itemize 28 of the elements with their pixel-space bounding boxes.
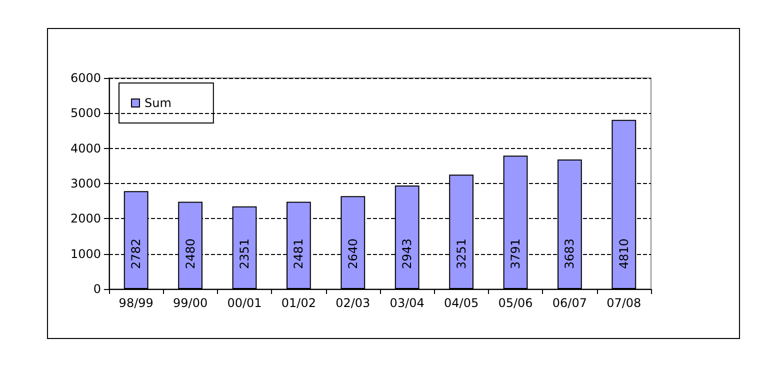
x-tick-label: 02/03 xyxy=(336,296,370,310)
data-label: 3791 xyxy=(508,238,522,269)
x-tick-label: 01/02 xyxy=(281,296,316,310)
x-tick-label: 07/08 xyxy=(606,296,642,310)
y-tick-label: 0 xyxy=(93,282,101,296)
y-tick-label: 6000 xyxy=(70,71,101,85)
data-label: 3683 xyxy=(562,238,577,269)
y-tick-label: 1000 xyxy=(70,246,101,261)
legend-label: Sum xyxy=(144,96,172,110)
x-tick-label: 03/04 xyxy=(390,296,424,310)
y-tick-label: 4000 xyxy=(70,141,101,156)
y-tick-label: 5000 xyxy=(70,106,101,120)
data-label: 2351 xyxy=(238,238,252,269)
y-tick-label: 3000 xyxy=(70,176,101,190)
data-label: 2480 xyxy=(183,238,198,269)
data-label: 2481 xyxy=(292,238,306,269)
data-label: 2782 xyxy=(129,238,144,269)
y-tick-label: 2000 xyxy=(70,212,101,226)
x-tick-label: 00/01 xyxy=(227,296,262,310)
data-label: 2640 xyxy=(346,238,360,269)
x-tick-label: 98/99 xyxy=(118,296,154,310)
data-label: 4810 xyxy=(616,238,631,269)
x-tick-label: 06/07 xyxy=(552,296,587,310)
data-label: 2943 xyxy=(400,238,414,269)
x-tick-label: 04/05 xyxy=(444,296,479,310)
data-label: 3251 xyxy=(454,238,468,269)
x-tick-label: 05/06 xyxy=(498,296,533,310)
x-tick-label: 99/00 xyxy=(173,296,208,310)
